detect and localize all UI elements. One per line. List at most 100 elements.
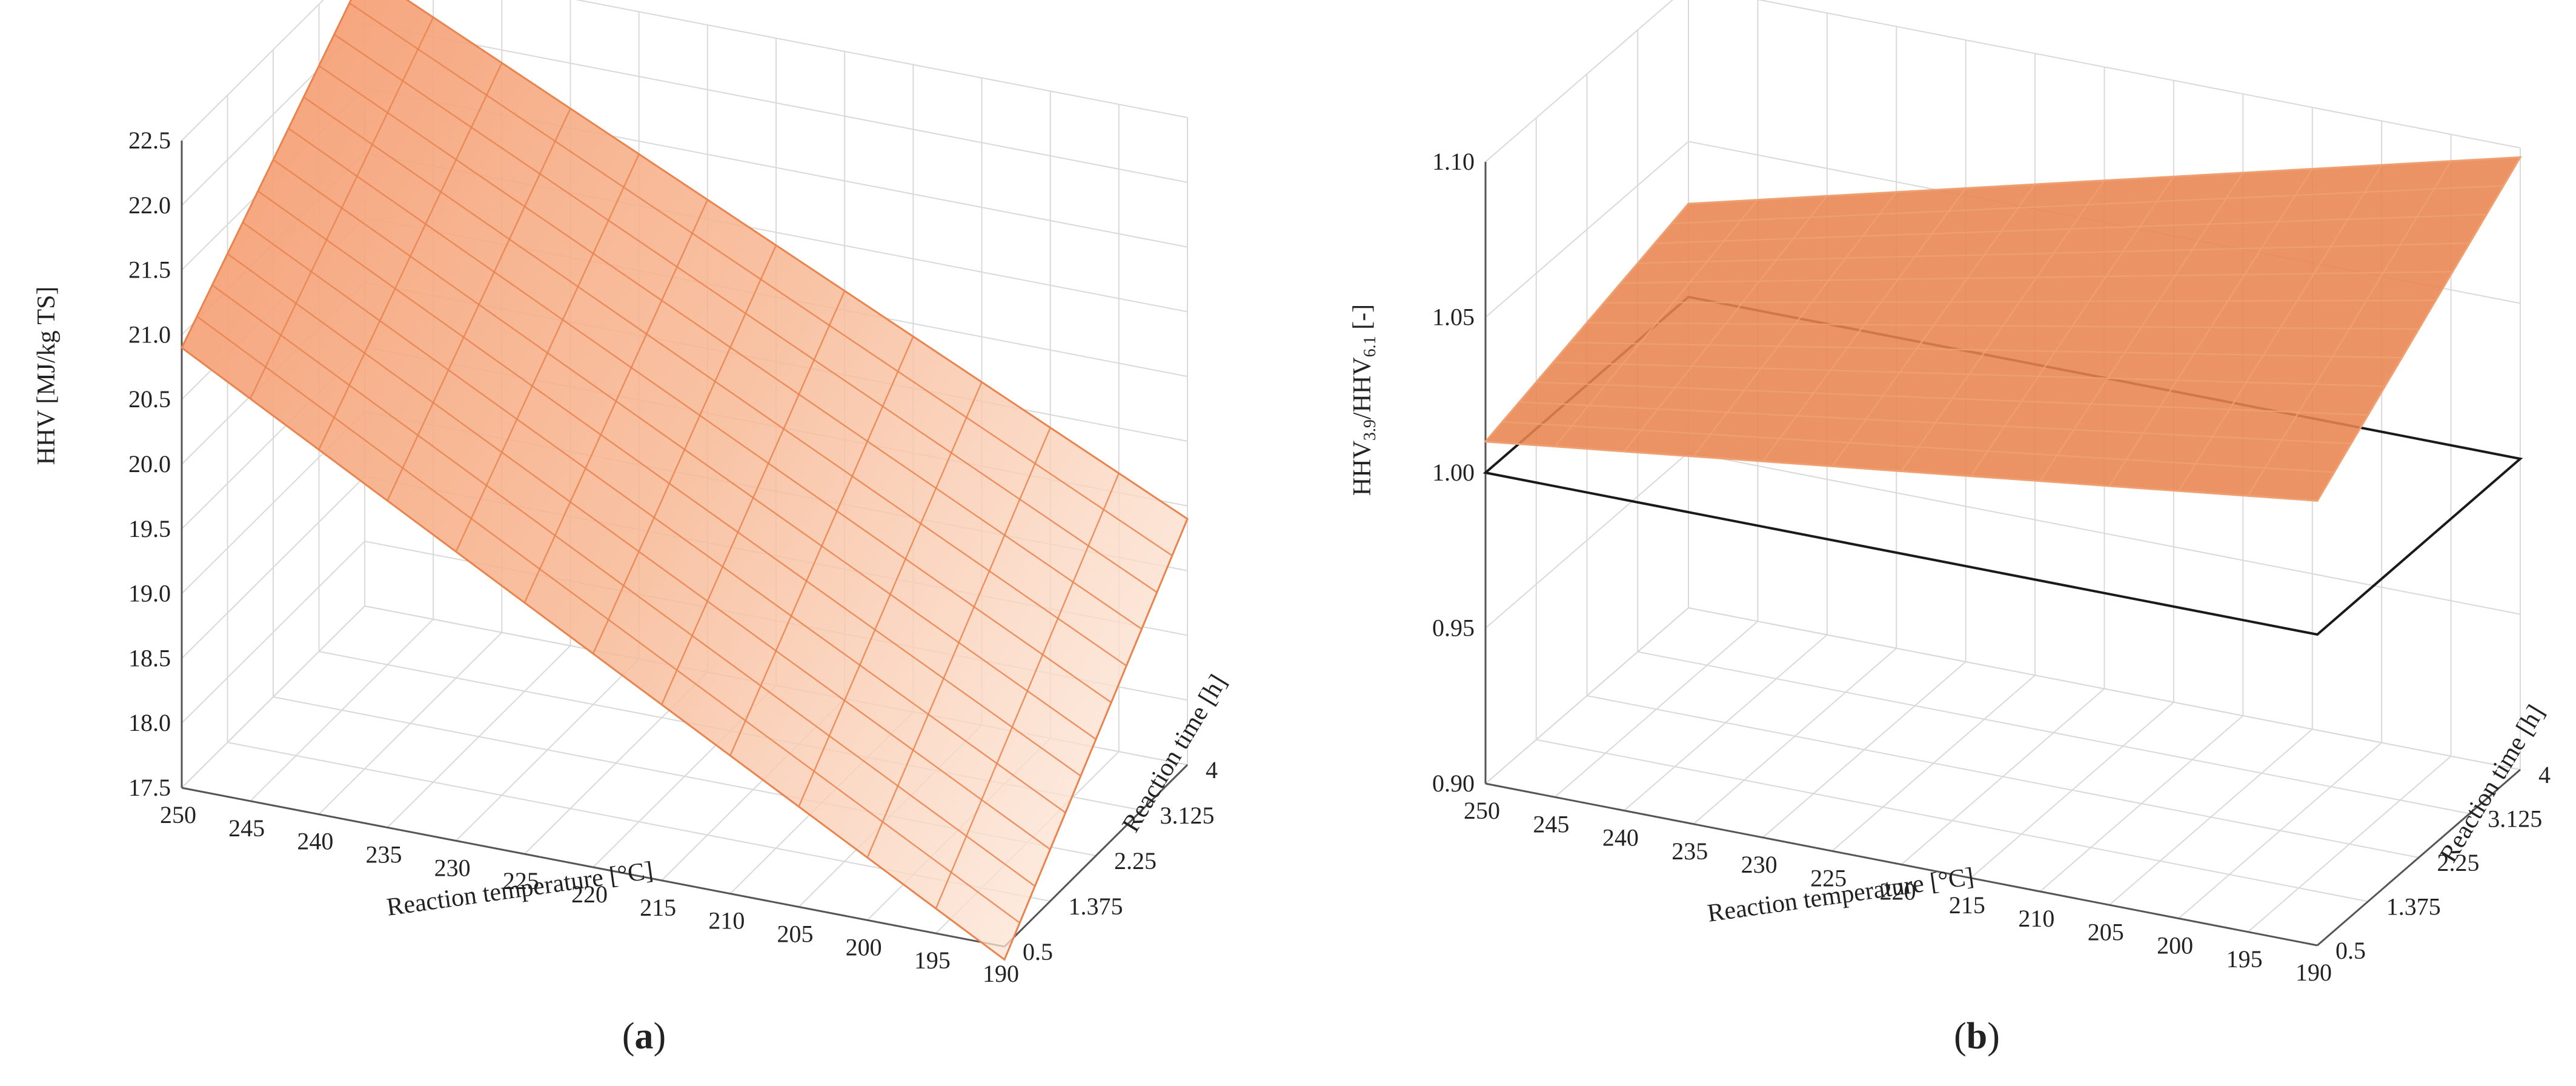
x-tick-label: 210 bbox=[2018, 905, 2054, 932]
x-tick-label: 220 bbox=[571, 881, 608, 908]
surface-panel-a bbox=[181, 0, 1189, 961]
y-tick-label: 4 bbox=[2538, 761, 2551, 788]
chart-panel-a: 17.5 18.0 18.5 19.0 19.5 20.0 20.5 21.0 21.5 22.0… bbox=[33, 0, 1232, 1057]
x-tick-label: 245 bbox=[228, 814, 265, 842]
x-tick-label: 195 bbox=[914, 947, 951, 974]
z-tick-label: 21.5 bbox=[128, 256, 171, 284]
z-tick-label: 19.0 bbox=[128, 580, 171, 607]
grid-line bbox=[1485, 451, 1689, 629]
grid-line bbox=[1587, 695, 2419, 858]
z-tick-label: 20.5 bbox=[128, 385, 171, 413]
axis-y-line bbox=[2317, 768, 2521, 947]
grid-line bbox=[181, 476, 365, 659]
surface-mesh-line bbox=[1604, 299, 2436, 304]
z-tick-label: 1.10 bbox=[1432, 148, 1475, 175]
grid-line bbox=[1485, 0, 1673, 162]
axis-y-line bbox=[1003, 764, 1189, 948]
panel-label-b: (b) bbox=[1954, 1016, 2000, 1057]
surface-mesh-line bbox=[333, 33, 1158, 593]
x-tick-label: 215 bbox=[1949, 891, 1985, 919]
surface-mesh-line bbox=[288, 127, 1112, 704]
x-tick-label: 205 bbox=[777, 921, 814, 948]
z-tick-label: 19.5 bbox=[128, 515, 171, 542]
x-tick-label: 230 bbox=[1741, 851, 1778, 878]
surface-mesh-line bbox=[196, 316, 1020, 924]
surface-mesh-line bbox=[1587, 322, 2419, 330]
surface-mesh-line bbox=[405, 0, 1188, 520]
x-tick-label: 200 bbox=[2157, 932, 2193, 959]
x-tick-label: 205 bbox=[2088, 918, 2124, 945]
z-axis-title-a: HHV [MJ/kg TS] bbox=[33, 287, 61, 465]
z-tick-label: 1.00 bbox=[1432, 459, 1475, 486]
x-tick-label: 225 bbox=[503, 867, 539, 894]
z-tick-label: 1.05 bbox=[1432, 304, 1475, 331]
x-tick-label: 250 bbox=[160, 801, 196, 828]
surface-mesh-line bbox=[1553, 361, 2385, 387]
y-tick-label: 1.375 bbox=[1069, 893, 1123, 920]
y-tick-label: 0.5 bbox=[1023, 938, 1053, 965]
grid-line bbox=[1688, 451, 2521, 615]
x-tick-label: 215 bbox=[640, 894, 676, 921]
surface-mesh-line bbox=[227, 253, 1051, 850]
surface-mesh-line bbox=[273, 159, 1097, 740]
surface-mesh-line bbox=[318, 65, 1143, 630]
surface-mesh-line bbox=[1688, 156, 2521, 205]
x-tick-label: 220 bbox=[1880, 878, 1916, 905]
surface-mesh-line bbox=[181, 347, 1005, 961]
grid-line bbox=[1485, 141, 1689, 318]
grid-line bbox=[181, 541, 365, 724]
x-tick-label: 225 bbox=[1810, 864, 1847, 891]
x-tick-label: 235 bbox=[366, 841, 402, 868]
grid-line bbox=[575, 0, 1188, 118]
x-tick-label: 245 bbox=[1533, 810, 1569, 838]
surface-mesh-line bbox=[211, 284, 1036, 887]
y-tick-label: 3.125 bbox=[2488, 805, 2542, 833]
surface-mesh-line bbox=[1502, 421, 2334, 473]
grid-line bbox=[181, 0, 324, 141]
grid-line bbox=[1638, 651, 2470, 814]
x-tick-label: 190 bbox=[983, 960, 1019, 987]
grid-line bbox=[1536, 739, 2368, 902]
x-tick-label: 235 bbox=[1671, 838, 1708, 865]
axis-x-line bbox=[1485, 782, 2318, 947]
x-tick-label: 250 bbox=[1464, 797, 1500, 824]
z-tick-label: 21.0 bbox=[128, 321, 171, 348]
grid-line bbox=[1757, 0, 2521, 148]
z-tick-label: 20.0 bbox=[128, 450, 171, 478]
z-tick-label: 18.0 bbox=[128, 709, 171, 736]
ticks-panel-a: 17.5 18.0 18.5 19.0 19.5 20.0 20.5 21.0 21.5 22.0… bbox=[128, 127, 1218, 987]
surface-mesh-line bbox=[242, 221, 1066, 814]
axis-x-line bbox=[181, 787, 1005, 948]
ticks-panel-b: 0.90 0.95 1.00 1.05 1.10 250 245 240 235 230 225 22… bbox=[1432, 148, 2551, 986]
surface-mesh-line bbox=[349, 2, 1173, 556]
surface-mesh-line bbox=[1621, 271, 2453, 284]
y-tick-label: 1.375 bbox=[2386, 893, 2441, 921]
y-tick-label: 4 bbox=[1206, 756, 1218, 784]
surface-panel-b bbox=[1482, 156, 2523, 636]
x-tick-label: 190 bbox=[2295, 959, 2332, 986]
panel-label-a: (a) bbox=[622, 1016, 666, 1057]
x-tick-label: 210 bbox=[708, 907, 745, 934]
panel-letter-b: b bbox=[1967, 1016, 1987, 1057]
chart-panel-b: 0.90 0.95 1.00 1.05 1.10 250 245 240 235 230 225 22… bbox=[1349, 0, 2551, 1057]
y-tick-label: 2.25 bbox=[2437, 849, 2480, 876]
z-tick-label: 22.0 bbox=[128, 192, 171, 219]
y-tick-label: 3.125 bbox=[1160, 802, 1215, 829]
surface-mesh-line bbox=[1671, 185, 2504, 225]
z-tick-label: 18.5 bbox=[128, 644, 171, 671]
x-tick-label: 240 bbox=[297, 828, 333, 855]
z-axis-title-b: HHV3.9/HHV6.1 [-] bbox=[1349, 304, 1379, 496]
x-tick-label: 200 bbox=[846, 933, 882, 961]
z-tick-label: 22.5 bbox=[128, 127, 171, 154]
surface-mesh-line bbox=[1536, 381, 2368, 416]
surface-mesh-line bbox=[1655, 213, 2487, 244]
z-tick-label: 0.90 bbox=[1432, 770, 1475, 797]
x-axis-title-a: Reaction temperature [°C] bbox=[385, 856, 655, 921]
surface-patch bbox=[181, 0, 1189, 961]
surface-mesh-line bbox=[303, 96, 1127, 667]
surface-mesh-line bbox=[1519, 401, 2351, 445]
y-axis-title-b: Reaction time [h] bbox=[2434, 700, 2550, 867]
surface-mesh-line bbox=[1638, 242, 2470, 264]
surface-mesh-line bbox=[257, 190, 1081, 777]
